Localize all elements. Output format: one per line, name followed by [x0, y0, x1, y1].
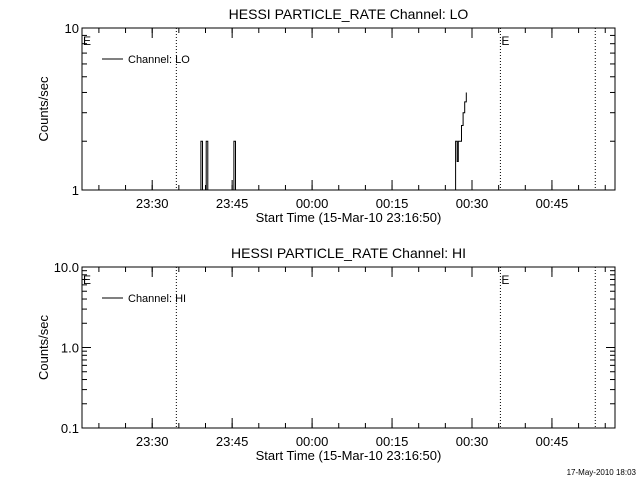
x-tick-label-hi: 00:45: [536, 434, 569, 449]
y-axis-label-hi: Counts/sec: [36, 314, 51, 380]
series-line-lo: [199, 140, 209, 191]
timestamp: 17-May-2010 18:03: [567, 468, 637, 477]
y-tick-label-hi: 1.0: [61, 341, 79, 356]
x-tick-label-hi: 23:30: [136, 434, 169, 449]
x-tick-label-lo: 00:15: [376, 196, 409, 211]
y-tick-label-lo: 10: [65, 21, 79, 36]
x-tick-label-hi: 00:00: [296, 434, 329, 449]
x-axis-label-hi: Start Time (15-Mar-10 23:16:50): [256, 448, 442, 463]
y-axis-label-lo: Counts/sec: [36, 76, 51, 142]
x-tick-label-lo: 00:30: [456, 196, 489, 211]
chart-hi: HESSI PARTICLE_RATE Channel: HI 0.1 1.0 10.…: [36, 245, 616, 463]
legend-label-lo: Channel: LO: [128, 54, 190, 66]
x-axis-label-lo: Start Time (15-Mar-10 23:16:50): [256, 210, 442, 225]
series-line-lo: [232, 140, 236, 191]
x-tick-label-hi: 23:45: [216, 434, 249, 449]
event-marker-label-hi: E: [83, 273, 91, 287]
x-tick-label-hi: 00:30: [456, 434, 489, 449]
chart-lo: HESSI PARTICLE_RATE Channel: LO 1 10 23:30 2…: [36, 6, 616, 225]
event-marker-label-hi: E: [501, 273, 509, 287]
x-tick-label-lo: 00:00: [296, 196, 329, 211]
event-marker-label-lo: E: [501, 34, 509, 48]
y-tick-label-hi: 10.0: [54, 260, 79, 275]
chart-title-hi: HESSI PARTICLE_RATE Channel: HI: [231, 245, 466, 261]
series-line-lo: [454, 92, 467, 191]
x-tick-label-hi: 00:15: [376, 434, 409, 449]
x-tick-label-lo: 00:45: [536, 196, 569, 211]
y-tick-label-lo: 1: [72, 183, 79, 198]
x-tick-label-lo: 23:45: [216, 196, 249, 211]
legend-label-hi: Channel: HI: [128, 293, 186, 305]
chart-title-lo: HESSI PARTICLE_RATE Channel: LO: [229, 6, 469, 22]
event-marker-label-lo: E: [83, 34, 91, 48]
x-tick-label-lo: 23:30: [136, 196, 169, 211]
plot-frame-lo: [81, 27, 616, 191]
y-tick-label-hi: 0.1: [61, 421, 79, 436]
plot-frame-hi: [81, 266, 616, 429]
